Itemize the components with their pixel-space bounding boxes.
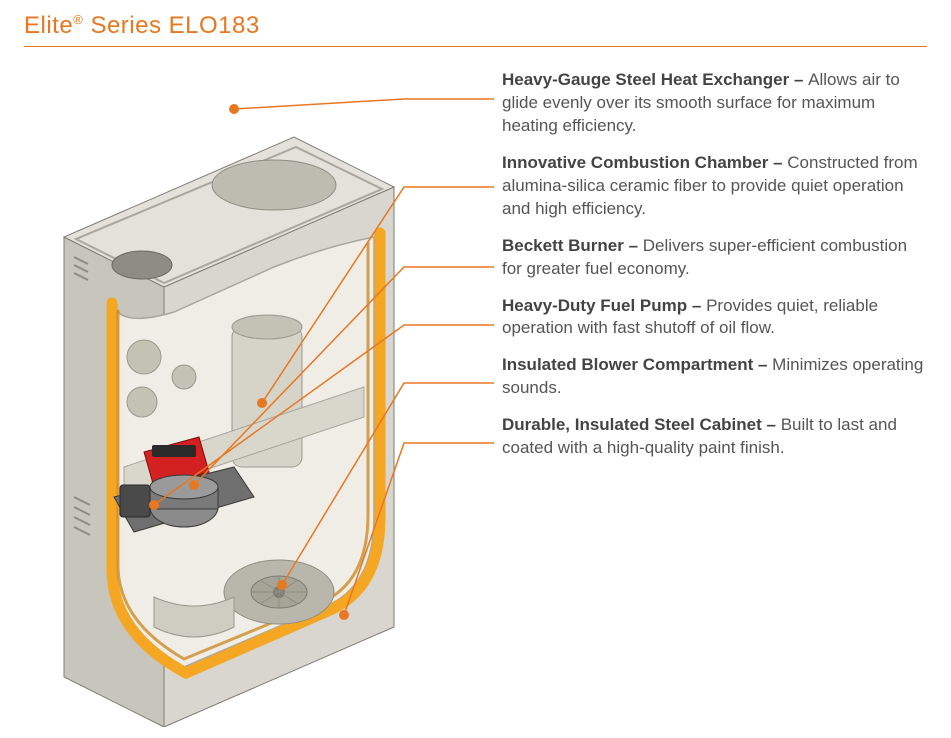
feature-title: Innovative Combustion Chamber [502, 153, 768, 172]
features-list: Heavy-Gauge Steel Heat Exchanger – Allow… [494, 67, 927, 727]
top-oval-front [112, 251, 172, 279]
blower [224, 560, 334, 624]
leader-dot [149, 500, 159, 510]
title-registered: ® [73, 12, 83, 27]
leader-dot [277, 580, 287, 590]
feature-title: Heavy-Gauge Steel Heat Exchanger [502, 70, 789, 89]
title-prefix: Elite [24, 12, 73, 39]
leader-line [234, 99, 494, 109]
leader-dot [189, 480, 199, 490]
feature-title: Insulated Blower Compartment [502, 355, 753, 374]
feature-item: Heavy-Duty Fuel Pump – Provides quiet, r… [502, 295, 927, 341]
furnace-diagram [24, 67, 494, 727]
feature-item: Innovative Combustion Chamber – Construc… [502, 152, 927, 221]
top-oval-rear [212, 160, 336, 210]
leader-dot [229, 104, 239, 114]
title-suffix: Series ELO183 [83, 12, 259, 39]
leader-dot [257, 398, 267, 408]
page-title: Elite® Series ELO183 [24, 12, 927, 47]
feature-item: Durable, Insulated Steel Cabinet – Built… [502, 414, 927, 460]
leader-dot [339, 610, 349, 620]
feature-title: Durable, Insulated Steel Cabinet [502, 415, 762, 434]
feature-item: Heavy-Gauge Steel Heat Exchanger – Allow… [502, 69, 927, 138]
feature-title: Beckett Burner [502, 236, 624, 255]
feature-title: Heavy-Duty Fuel Pump [502, 296, 687, 315]
feature-item: Beckett Burner – Delivers super-efficien… [502, 235, 927, 281]
feature-item: Insulated Blower Compartment – Minimizes… [502, 354, 927, 400]
furnace-svg [24, 67, 494, 727]
